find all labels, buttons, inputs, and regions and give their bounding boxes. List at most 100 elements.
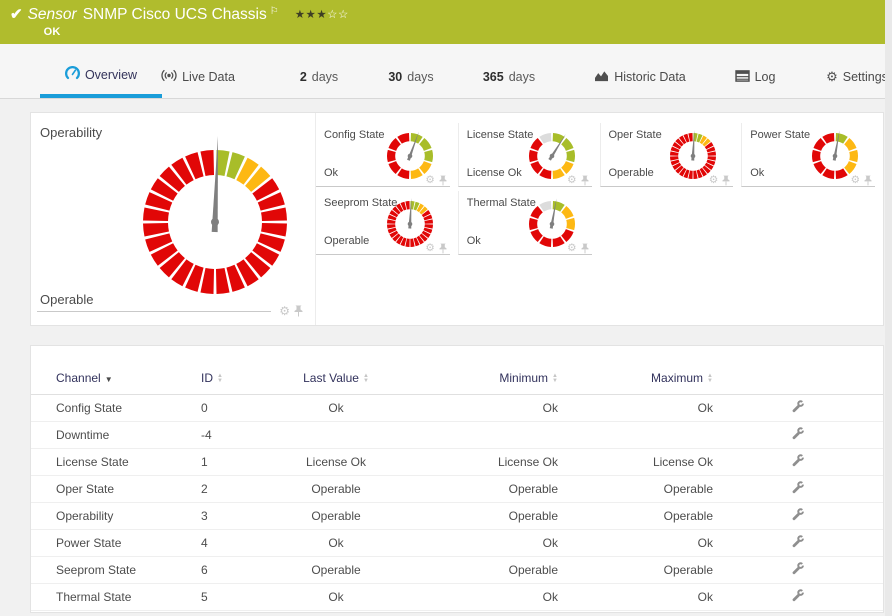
gauge-value: Ok — [324, 167, 339, 179]
cell-id: -4 — [201, 421, 291, 449]
cell-maximum — [558, 421, 713, 449]
gauge-seeprom-state — [386, 198, 433, 247]
channels-panel: Channel ▼ ID ▲ ▼ Last Value ▲ ▼ Minimum ▲ ▼ Maximum… — [30, 345, 884, 613]
gear-icon[interactable]: ⚙ — [708, 174, 719, 187]
tab-prefix: 2 — [299, 70, 307, 84]
column-header-last_value[interactable]: Last Value ▲ ▼ — [291, 362, 381, 395]
cell-minimum: Operable — [381, 556, 558, 584]
column-header-maximum[interactable]: Maximum ▲ ▼ — [558, 362, 713, 395]
page-title: SNMP Cisco UCS Chassis — [82, 6, 267, 23]
tab-label: Live Data — [182, 70, 235, 84]
pin-icon[interactable] — [864, 175, 872, 186]
tab-label: days — [311, 70, 339, 84]
star-empty-icon[interactable]: ☆ — [337, 9, 349, 21]
flag-icon[interactable]: ⚐ — [269, 6, 279, 17]
cell-id: 3 — [201, 502, 291, 530]
column-header-minimum[interactable]: Minimum ▲ ▼ — [381, 362, 558, 395]
cell-minimum: License Ok — [381, 448, 558, 476]
tab-live-data[interactable]: Live Data — [146, 56, 250, 98]
cell-last-value: Operable — [291, 556, 381, 584]
gauge-actions: ⚙ — [567, 242, 589, 255]
column-label: Channel — [56, 370, 101, 385]
gear-icon[interactable]: ⚙ — [567, 242, 577, 255]
tab-settings[interactable]: ⚙ Settings — [818, 56, 892, 98]
cell-maximum: Operable — [558, 556, 713, 584]
gauge-cell-oper-state: Oper State Operable ⚙ — [599, 123, 734, 187]
gauge-label: License State — [466, 129, 534, 141]
channel-settings-icon[interactable] — [791, 480, 805, 494]
tab-2-days[interactable]: 2 days — [286, 56, 352, 98]
gauge-label: Thermal State — [466, 197, 536, 209]
star-rating[interactable]: ★★★☆☆ — [295, 5, 349, 25]
tab-historic-data[interactable]: Historic Data — [584, 56, 696, 98]
tab-overview[interactable]: Overview — [40, 56, 162, 98]
gauge-power-state — [812, 130, 858, 179]
star-filled-icon[interactable]: ★ — [305, 9, 317, 21]
cell-settings — [713, 448, 883, 476]
cell-minimum: Ok — [381, 583, 558, 611]
cell-channel: Config State — [31, 394, 201, 422]
divider — [37, 311, 271, 312]
cell-settings — [713, 394, 883, 422]
gauge-cell-license-state: License State License Ok ⚙ — [457, 123, 592, 187]
gauge-license-state — [528, 133, 575, 179]
column-header-settings — [713, 362, 883, 395]
tab-365-days[interactable]: 365 days — [468, 56, 550, 98]
gear-icon[interactable]: ⚙ — [279, 304, 290, 318]
gauge-value: License Ok — [466, 167, 522, 179]
gear-icon[interactable]: ⚙ — [425, 174, 435, 187]
channel-settings-icon[interactable] — [791, 399, 805, 413]
gauge-config-state — [386, 131, 433, 179]
gear-icon[interactable]: ⚙ — [850, 174, 860, 187]
channel-settings-icon[interactable] — [791, 588, 805, 602]
channel-settings-icon[interactable] — [791, 561, 805, 575]
channel-settings-icon[interactable] — [791, 534, 805, 548]
gauge-label: Power State — [750, 129, 811, 141]
sort-desc-icon: ▼ — [104, 374, 113, 384]
cell-last-value — [291, 421, 381, 449]
cell-channel: Operability — [31, 502, 201, 530]
star-filled-icon[interactable]: ★ — [294, 9, 306, 21]
pin-icon[interactable] — [580, 175, 589, 186]
gear-icon[interactable]: ⚙ — [567, 174, 577, 187]
cell-maximum: Ok — [558, 583, 713, 611]
cell-id: 6 — [201, 556, 291, 584]
column-header-channel[interactable]: Channel ▼ — [31, 362, 201, 395]
pin-icon[interactable] — [439, 243, 447, 254]
gauge-cell-thermal-state: Thermal State Ok ⚙ — [457, 191, 592, 255]
sort-icon: ▲ ▼ — [552, 373, 558, 384]
table-row-thermal-state: Thermal State 5 Ok Ok Ok — [31, 583, 883, 611]
gauge-operability — [143, 136, 287, 294]
gauge-value: Ok — [466, 235, 481, 247]
pin-icon[interactable] — [722, 175, 730, 186]
cell-settings — [713, 583, 883, 611]
gauge-actions: ⚙ — [851, 175, 872, 186]
column-label: Maximum — [651, 370, 704, 385]
gauge-label: Oper State — [608, 129, 662, 141]
column-label: ID — [201, 370, 213, 385]
cell-settings — [713, 556, 883, 584]
pin-icon[interactable] — [439, 175, 447, 186]
cell-minimum: Ok — [381, 394, 558, 422]
sort-icon: ▲ ▼ — [707, 373, 713, 384]
tab-prefix: 30 — [388, 70, 403, 84]
tab-30-days[interactable]: 30 days — [376, 56, 446, 98]
scrollbar[interactable] — [885, 0, 892, 616]
star-filled-icon[interactable]: ★ — [316, 9, 328, 21]
tab-log[interactable]: Log — [726, 56, 784, 98]
sensor-header: ✔ Sensor SNMP Cisco UCS Chassis ⚐ ★★★☆☆ … — [0, 0, 885, 44]
gauge-cell-seeprom-state: Seeprom State Operable ⚙ — [316, 191, 450, 255]
channel-settings-icon[interactable] — [791, 426, 805, 440]
gauge-label: Operability — [40, 125, 103, 140]
star-empty-icon[interactable]: ☆ — [327, 9, 338, 21]
column-header-id[interactable]: ID ▲ ▼ — [201, 362, 291, 395]
channel-settings-icon[interactable] — [791, 507, 805, 521]
column-label: Last Value — [303, 370, 359, 385]
pin-icon[interactable] — [294, 305, 303, 317]
gauge-actions: ⚙ — [709, 175, 730, 186]
table-row-config-state: Config State 0 Ok Ok Ok — [31, 394, 883, 422]
gear-icon[interactable]: ⚙ — [425, 242, 435, 255]
pin-icon[interactable] — [580, 243, 589, 254]
channel-settings-icon[interactable] — [791, 453, 805, 467]
log-icon — [734, 69, 750, 85]
